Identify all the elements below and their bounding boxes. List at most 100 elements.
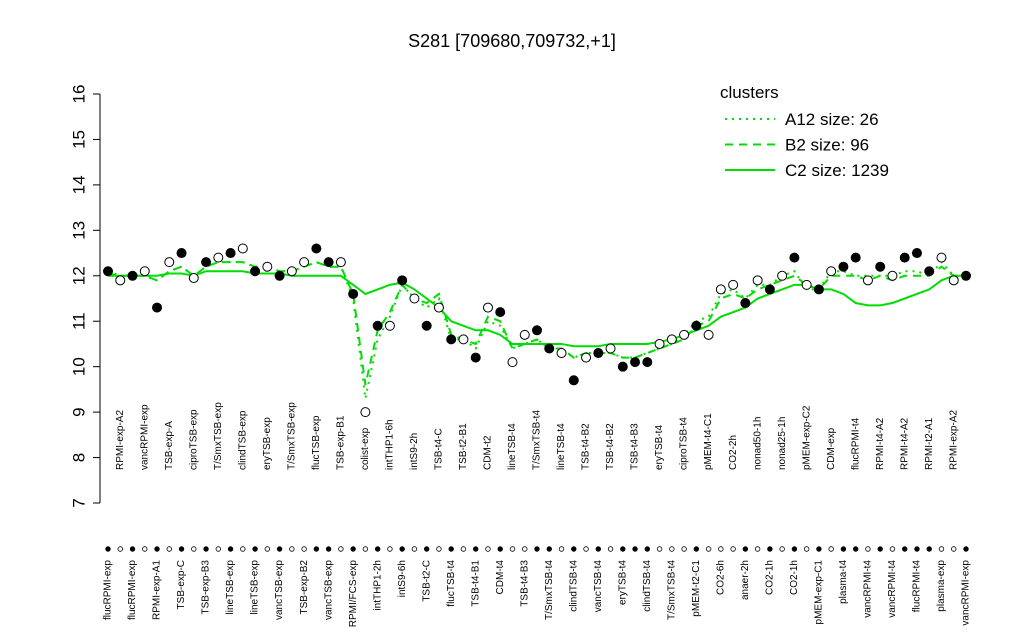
point: [752, 275, 763, 286]
point: [225, 248, 236, 259]
point: [311, 243, 322, 254]
rug-point: [865, 546, 871, 552]
x-tick-label: TSB-exp-C: [176, 560, 187, 609]
y-tick-label: 14: [69, 175, 88, 194]
rug-point: [693, 546, 700, 552]
legend-label: A12 size: 26: [785, 110, 879, 129]
rug-point: [840, 546, 847, 552]
legend-title: clusters: [720, 83, 779, 102]
point: [838, 261, 849, 272]
x-tick-label: TSB-t4-B2: [605, 423, 616, 470]
point: [262, 261, 273, 272]
x-tick-label: lineTSB-t4: [507, 423, 518, 470]
rug-point: [497, 546, 503, 552]
x-tick-label: CO2-2h: [728, 435, 739, 470]
point: [581, 352, 592, 363]
point: [495, 307, 506, 318]
point: [103, 266, 113, 277]
rug-point: [852, 546, 859, 552]
point: [470, 352, 481, 363]
point: [961, 270, 971, 281]
x-tick-label: vancTSB-exp: [274, 560, 285, 620]
point: [421, 320, 432, 331]
rug-point: [350, 546, 356, 552]
x-tick-label: flucTSB-exp: [311, 415, 322, 470]
rug-point: [411, 546, 418, 552]
rug-point: [374, 546, 381, 552]
x-tick-label: TSB-t4-B3: [630, 423, 641, 470]
rug-point: [129, 546, 136, 552]
x-tick-label: flucRPMI-exp: [103, 560, 114, 620]
rug-point: [522, 546, 528, 552]
rug-point: [828, 546, 834, 552]
x-tick-label: pMEM-exp-C2: [801, 405, 812, 470]
point: [679, 329, 690, 340]
point: [691, 320, 702, 331]
rug-point: [215, 546, 222, 552]
x-tick-label: eryTSB-t4: [654, 425, 665, 470]
x-tick-label: flucRPMI-t4: [850, 417, 861, 470]
rug-point: [926, 546, 932, 552]
point: [299, 257, 310, 268]
y-tick-label: 9: [69, 407, 88, 416]
x-tick-label: flucRPMI-t4: [912, 560, 923, 613]
x-tick-label: CO2-1h: [765, 560, 776, 595]
rug-point: [803, 546, 810, 552]
point: [139, 266, 150, 277]
y-tick-label: 7: [69, 498, 88, 507]
point: [715, 284, 726, 295]
y-tick-label: 15: [69, 130, 88, 149]
rug-point: [325, 546, 332, 552]
rug-point: [448, 546, 454, 552]
rug-point: [595, 546, 601, 552]
x-tick-label: CDM-t4: [495, 560, 506, 595]
x-tick-label: lineTSB-exp: [250, 560, 261, 615]
rug-point: [914, 546, 920, 552]
x-tick-label: vancRPMI-t4: [863, 560, 874, 618]
rug-point: [951, 546, 957, 552]
point: [115, 275, 126, 286]
legend-label: C2 size: 1239: [785, 161, 889, 180]
point: [887, 270, 898, 281]
rug-point: [105, 546, 111, 552]
rug-point: [620, 546, 626, 552]
y-tick-label: 13: [69, 221, 88, 240]
point: [924, 266, 935, 277]
point: [630, 357, 641, 368]
rug-point: [742, 546, 749, 552]
rug-point: [264, 546, 271, 552]
x-tick-label: RPMI-t2-A1: [924, 417, 935, 470]
rug-point: [423, 546, 430, 552]
point: [152, 302, 163, 313]
x-tick-label: RPMI-t4-A2: [899, 417, 910, 470]
point: [176, 248, 187, 259]
point: [507, 357, 518, 368]
rug-point: [963, 546, 969, 552]
x-tick-label: TSB-t2-B1: [458, 423, 469, 470]
x-tick-label: eryTSB-t4: [617, 560, 628, 605]
point: [789, 252, 800, 263]
x-tick-label: nonad25-1h: [777, 417, 788, 470]
x-tick-label: RPMI-exp-A2: [948, 410, 959, 470]
point: [899, 252, 910, 263]
point: [164, 257, 175, 268]
cluster-line: [107, 261, 966, 386]
point: [764, 284, 775, 295]
x-tick-label: clindTSB-exp: [237, 410, 248, 470]
rug-point: [877, 546, 883, 552]
point: [605, 343, 616, 354]
point: [666, 334, 677, 345]
rug-point: [656, 546, 663, 552]
x-tick-label: CDM-exp: [826, 427, 837, 470]
rug-point: [240, 546, 246, 552]
x-tick-label: vancRPMI-exp: [961, 560, 972, 626]
y-tick-label: 8: [69, 453, 88, 462]
point: [654, 338, 665, 349]
x-tick-label: CO2-6h: [715, 560, 726, 595]
point: [237, 243, 248, 254]
rug-point: [558, 546, 565, 552]
rug-point: [607, 546, 614, 552]
point: [813, 284, 824, 295]
